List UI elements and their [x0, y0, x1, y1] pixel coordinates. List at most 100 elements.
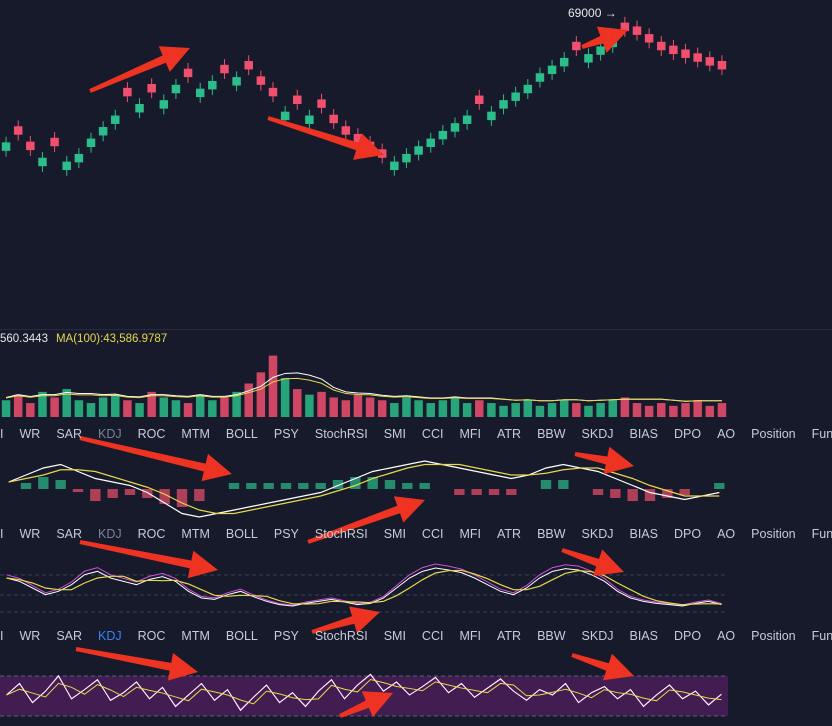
- tab-leading-fragment[interactable]: I: [0, 427, 4, 441]
- tab-kdj[interactable]: KDJ: [98, 629, 122, 643]
- candle-body: [50, 137, 59, 147]
- tab-atr[interactable]: ATR: [496, 427, 522, 441]
- volume-bar: [74, 400, 84, 417]
- candle-body: [256, 76, 266, 85]
- tab-smi[interactable]: SMI: [383, 427, 406, 441]
- tab-psy[interactable]: PSY: [273, 629, 299, 643]
- tab-cci[interactable]: CCI: [421, 427, 444, 441]
- tab-mfi[interactable]: MFI: [459, 427, 481, 441]
- macd-histogram-bar: [298, 483, 309, 489]
- macd-histogram-bar: [350, 477, 361, 489]
- tab-skdj[interactable]: SKDJ: [581, 629, 614, 643]
- macd-histogram-bar: [714, 483, 725, 489]
- volume-bar: [523, 400, 533, 417]
- tab-position[interactable]: Position: [751, 527, 796, 541]
- tab-bias[interactable]: BIAS: [629, 427, 659, 441]
- tab-dpo[interactable]: DPO: [674, 629, 702, 643]
- tab-boll[interactable]: BOLL: [225, 527, 258, 541]
- annotation-arrow: [571, 653, 634, 681]
- tab-sar[interactable]: SAR: [56, 527, 83, 541]
- tab-skdj[interactable]: SKDJ: [581, 427, 614, 441]
- tab-atr[interactable]: ATR: [496, 629, 522, 643]
- stoch-k-line: [6, 567, 722, 607]
- tab-ao[interactable]: AO: [717, 527, 736, 541]
- tab-ao[interactable]: AO: [717, 629, 736, 643]
- tab-cci[interactable]: CCI: [421, 629, 444, 643]
- candle-body: [353, 133, 363, 143]
- tab-mfi[interactable]: MFI: [459, 629, 481, 643]
- tab-dpo[interactable]: DPO: [674, 427, 702, 441]
- tab-atr[interactable]: ATR: [496, 527, 522, 541]
- candle-body: [195, 88, 205, 98]
- tab-leading-fragment[interactable]: I: [0, 527, 4, 541]
- volume-bar: [559, 400, 569, 417]
- tab-roc[interactable]: ROC: [137, 629, 166, 643]
- volume-bar: [390, 403, 399, 417]
- macd-histogram-bar: [662, 489, 673, 498]
- tab-wr[interactable]: WR: [19, 629, 41, 643]
- candle-body: [426, 138, 435, 148]
- tab-fundflow[interactable]: Fundflow: [811, 629, 832, 643]
- macd-histogram-bar: [402, 483, 413, 489]
- volume-bar: [535, 405, 545, 417]
- tab-roc[interactable]: ROC: [137, 427, 166, 441]
- volume-bar: [26, 403, 35, 417]
- kdj-k-line: [6, 673, 722, 712]
- candle-body: [693, 53, 702, 62]
- volume-bar: [1, 400, 11, 417]
- tab-stochrsi[interactable]: StochRSI: [314, 629, 368, 643]
- tab-smi[interactable]: SMI: [383, 629, 406, 643]
- volume-bar: [98, 397, 108, 417]
- volume-bar: [681, 403, 690, 417]
- tab-bbw[interactable]: BBW: [537, 427, 566, 441]
- tab-wr[interactable]: WR: [19, 527, 41, 541]
- macd-histogram-bar: [176, 489, 188, 507]
- tab-bias[interactable]: BIAS: [629, 527, 659, 541]
- tab-ao[interactable]: AO: [717, 427, 736, 441]
- macd-histogram-bar: [90, 489, 101, 501]
- volume-bar: [13, 394, 23, 417]
- tab-stochrsi[interactable]: StochRSI: [314, 527, 368, 541]
- volume-bar: [183, 403, 193, 417]
- candle-body: [644, 34, 654, 43]
- tab-boll[interactable]: BOLL: [225, 427, 258, 441]
- tab-mtm[interactable]: MTM: [181, 629, 210, 643]
- tab-kdj[interactable]: KDJ: [98, 527, 122, 541]
- candle-body: [523, 84, 533, 94]
- tab-kdj[interactable]: KDJ: [98, 427, 122, 441]
- tab-wr[interactable]: WR: [19, 427, 41, 441]
- volume-bar: [171, 400, 181, 417]
- tab-mfi[interactable]: MFI: [459, 527, 481, 541]
- tab-mtm[interactable]: MTM: [181, 527, 210, 541]
- tab-fundflow[interactable]: Fundflow: [811, 427, 832, 441]
- macd-histogram-bar: [124, 489, 136, 495]
- tab-mtm[interactable]: MTM: [181, 427, 210, 441]
- tab-leading-fragment[interactable]: I: [0, 629, 4, 643]
- tab-psy[interactable]: PSY: [273, 527, 299, 541]
- tab-bias[interactable]: BIAS: [629, 629, 659, 643]
- tab-fundflow[interactable]: Fundflow: [811, 527, 832, 541]
- annotation-arrow: [79, 540, 218, 579]
- candle-body: [584, 54, 593, 63]
- tab-roc[interactable]: ROC: [137, 527, 166, 541]
- tab-bbw[interactable]: BBW: [537, 629, 566, 643]
- annotation-arrow: [307, 496, 425, 544]
- tab-position[interactable]: Position: [751, 427, 796, 441]
- tab-bbw[interactable]: BBW: [537, 527, 566, 541]
- tab-boll[interactable]: BOLL: [225, 629, 258, 643]
- tab-psy[interactable]: PSY: [273, 427, 299, 441]
- tab-sar[interactable]: SAR: [56, 427, 83, 441]
- tab-skdj[interactable]: SKDJ: [581, 527, 614, 541]
- candle-body: [38, 157, 47, 167]
- tab-cci[interactable]: CCI: [421, 527, 444, 541]
- tab-dpo[interactable]: DPO: [674, 527, 702, 541]
- tab-position[interactable]: Position: [751, 629, 796, 643]
- macd-histogram-bar: [644, 489, 656, 501]
- tab-sar[interactable]: SAR: [56, 629, 83, 643]
- volume-bar: [135, 403, 144, 417]
- ma-label-b: MA(100):43,586.9787: [55, 333, 168, 345]
- tab-smi[interactable]: SMI: [383, 527, 406, 541]
- volume-bar: [86, 403, 96, 417]
- tab-stochrsi[interactable]: StochRSI: [314, 427, 368, 441]
